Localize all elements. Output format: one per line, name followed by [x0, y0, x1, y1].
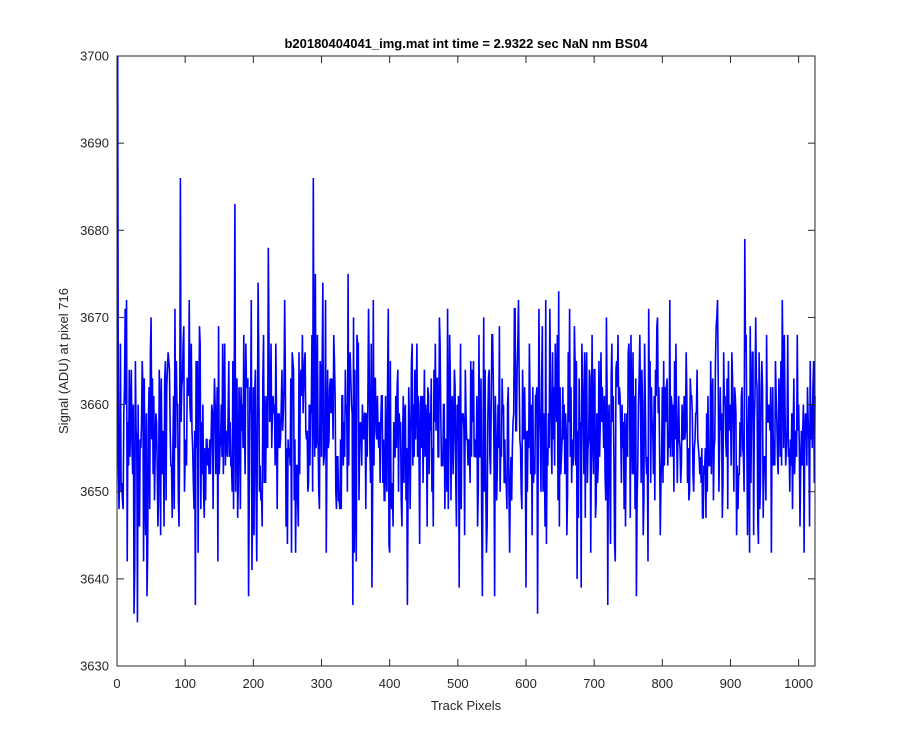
x-tick-label: 100: [174, 676, 196, 691]
x-tick-label: 600: [515, 676, 537, 691]
y-tick-label: 3680: [80, 223, 109, 238]
axes-box: [116, 55, 816, 667]
y-tick-label: 3690: [80, 136, 109, 151]
x-tick-label: 500: [447, 676, 469, 691]
x-tick-label: 900: [720, 676, 742, 691]
x-axis-label: Track Pixels: [431, 698, 502, 713]
y-axis-label: Signal (ADU) at pixel 716: [56, 288, 71, 434]
x-tick-label: 700: [583, 676, 605, 691]
x-tick-label: 200: [242, 676, 264, 691]
x-tick-label: 800: [651, 676, 673, 691]
y-tick-label: 3630: [80, 659, 109, 674]
x-tick-label: 0: [113, 676, 120, 691]
x-tick-label: 300: [311, 676, 333, 691]
y-tick-label: 3670: [80, 310, 109, 325]
y-axis-ticks: 3630 3640 3650 3660 3670 3680 3690 3700: [80, 49, 815, 674]
x-axis-ticks: 0 100 200 300 400 500 600 700 800 900 1000: [113, 56, 813, 691]
y-tick-label: 3640: [80, 571, 109, 586]
y-tick-label: 3650: [80, 484, 109, 499]
series-line: [116, 55, 816, 623]
x-tick-label: 1000: [784, 676, 813, 691]
x-tick-label: 400: [379, 676, 401, 691]
chart-title: b20180404041_img.mat int time = 2.9322 s…: [284, 36, 648, 51]
y-tick-label: 3660: [80, 397, 109, 412]
y-tick-label: 3700: [80, 49, 109, 64]
series-group: [116, 55, 816, 623]
